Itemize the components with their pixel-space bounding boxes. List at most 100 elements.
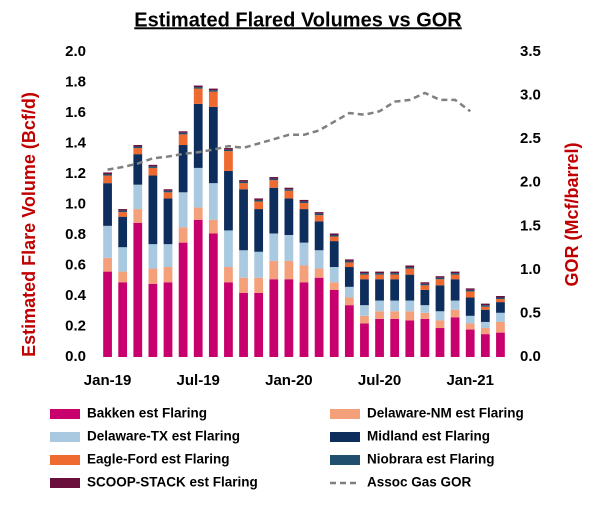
bar-segment (465, 315, 475, 324)
bar-segment (344, 267, 354, 287)
bar-segment (405, 265, 415, 268)
y2-tick-label: 0.5 (520, 304, 541, 321)
bar-segment (163, 189, 173, 191)
bar-segment (178, 192, 188, 228)
bar-segment (480, 305, 490, 307)
bar-segment (224, 267, 233, 283)
bar-segment (118, 209, 128, 211)
bar-segment (224, 282, 233, 357)
bar-segment (254, 209, 264, 252)
bar-segment (435, 277, 445, 280)
bar-segment (103, 271, 112, 357)
bar-segment (299, 265, 309, 283)
bar-segment (360, 274, 369, 280)
bar-segment (133, 145, 143, 147)
bar-segment (314, 213, 324, 216)
legend-label: Bakken est Flaring (87, 406, 207, 421)
y-tick-label: 0.6 (65, 256, 86, 273)
legend-swatch (330, 432, 360, 442)
bar-segment (344, 260, 354, 263)
y-tick-label: 0.2 (65, 317, 86, 334)
bar-segment (193, 88, 203, 104)
bar-segment (299, 202, 309, 210)
bar-segment (118, 210, 128, 213)
x-tick-label: Jan-20 (265, 372, 313, 389)
bar-segment (239, 189, 248, 251)
bar-segment (420, 312, 430, 319)
y2-tick-label: 2.5 (520, 130, 541, 147)
bar-segment (284, 235, 294, 261)
bar-segment (103, 175, 112, 184)
bar-segment (284, 190, 294, 199)
bar-segment (314, 221, 324, 251)
bar-segment (103, 183, 112, 226)
bar-segment (405, 267, 415, 269)
bar-segment (208, 219, 218, 234)
y-tick-label: 1.8 (65, 73, 86, 90)
bar-segment (329, 282, 339, 290)
bar-segment (208, 88, 218, 91)
bar-segment (465, 297, 475, 316)
bar-segment (269, 180, 279, 188)
bar-segment (314, 212, 324, 214)
bar-segment (148, 166, 158, 168)
bar-segment (375, 279, 384, 301)
bar-segment (224, 170, 233, 231)
bar-segment (496, 302, 505, 313)
bar-segment (193, 219, 203, 357)
bar-segment (390, 311, 400, 319)
legend-swatch (50, 432, 80, 442)
legend-label: SCOOP-STACK est Flaring (87, 475, 258, 490)
bar-segment (269, 187, 279, 234)
bar-segment (224, 230, 233, 268)
bar-segment (314, 215, 324, 222)
bar-segment (224, 151, 233, 171)
bar-segment (269, 178, 279, 181)
y2-tick-label: 1.5 (520, 217, 541, 234)
bar-segment (239, 250, 248, 278)
bar-segment (314, 277, 324, 357)
bar-segment (133, 184, 143, 210)
legend-swatch (50, 478, 80, 488)
chart-title: Estimated Flared Volumes vs GOR (134, 9, 462, 31)
bar-segment (375, 274, 384, 280)
bar-segment (480, 334, 490, 357)
bar-segment (193, 103, 203, 168)
bar-segment (344, 297, 354, 306)
bar-segment (284, 279, 294, 357)
bar-segment (435, 285, 445, 312)
bar-segment (163, 192, 173, 199)
bar-segment (133, 209, 143, 223)
legend-swatch (330, 409, 360, 419)
bar-segment (435, 320, 445, 329)
legend-label: Delaware-TX est Flaring (87, 429, 240, 444)
gor-line (107, 91, 471, 171)
bar-segment (405, 274, 415, 301)
legend-label: Midland est Flaring (367, 429, 490, 444)
bar-segment (480, 328, 490, 335)
bar-segment (118, 247, 128, 272)
bar-segment (208, 106, 218, 184)
bar-segment (103, 172, 112, 174)
y2-tick-label: 2.0 (520, 174, 541, 191)
bar-segment (239, 180, 248, 182)
bar-segment (178, 134, 188, 146)
bar-segment (496, 297, 505, 300)
bar-segment (118, 212, 128, 217)
bar-segment (133, 146, 143, 149)
bar-segment (360, 305, 369, 316)
bar-segment (299, 209, 309, 243)
bar-segment (375, 271, 384, 274)
bar-segment (133, 148, 143, 155)
bar-segment (224, 148, 233, 150)
bar-segment (148, 268, 158, 284)
bar-segment (148, 175, 158, 245)
bar-segment (284, 187, 294, 190)
bar-segment (435, 276, 445, 278)
bar-segment (239, 277, 248, 293)
bar-segment (375, 273, 384, 275)
bar-segment (239, 183, 248, 190)
bar-segment (103, 174, 112, 176)
bar-segment (163, 198, 173, 245)
bar-segment (480, 321, 490, 329)
